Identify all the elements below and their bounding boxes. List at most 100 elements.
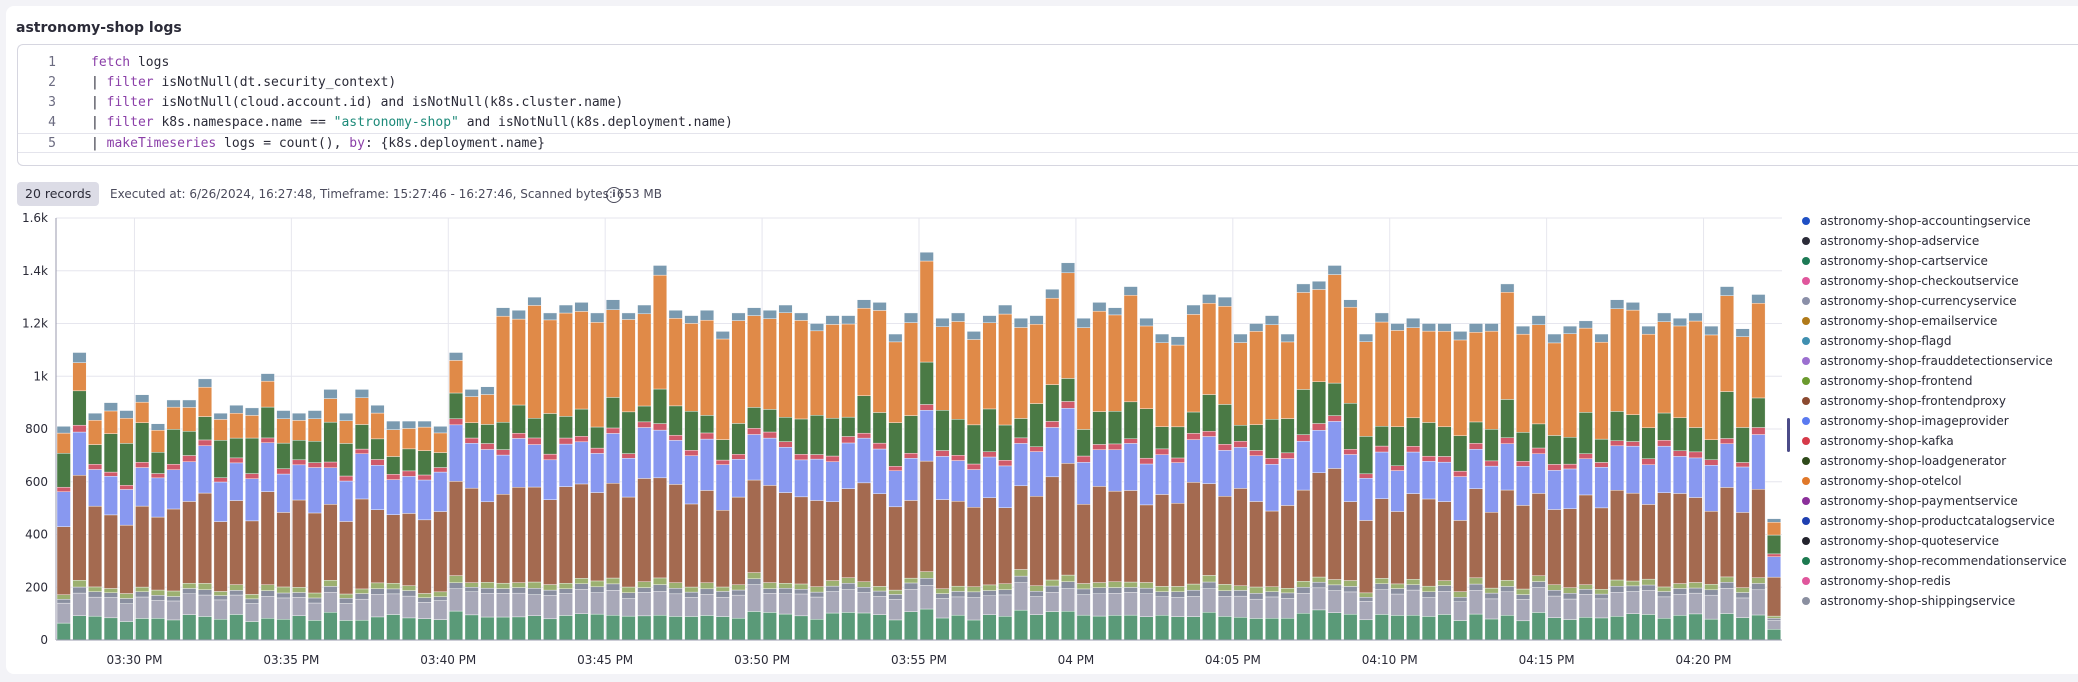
stacked-bar-chart[interactable]: 0 200 400 600 800 1k 1.2k 1.4k 1.6k 03:30 PM 03:35… bbox=[0, 210, 1790, 670]
bar-stack[interactable] bbox=[150, 423, 165, 641]
legend-item[interactable]: astronomy-shop-emailservice bbox=[1802, 311, 2072, 331]
legend-item[interactable]: astronomy-shop-currencyservice bbox=[1802, 291, 2072, 311]
bar-stack[interactable] bbox=[1468, 323, 1483, 641]
bar-stack[interactable] bbox=[1139, 318, 1154, 641]
bar-stack[interactable] bbox=[1704, 325, 1719, 641]
bar-stack[interactable] bbox=[354, 389, 369, 641]
legend-item[interactable]: astronomy-shop-recommendationservice bbox=[1802, 551, 2072, 571]
bar-stack[interactable] bbox=[1374, 312, 1389, 641]
bar-stack[interactable] bbox=[1735, 328, 1750, 641]
bar-stack[interactable] bbox=[872, 302, 887, 641]
bar-stack[interactable] bbox=[982, 315, 997, 641]
bar-stack[interactable] bbox=[213, 412, 228, 641]
query-line[interactable]: 5 | makeTimeseries logs = count(), by: {k… bbox=[18, 133, 2078, 153]
legend-item[interactable]: astronomy-shop-frontend bbox=[1802, 371, 2072, 391]
legend-item[interactable]: astronomy-shop-redis bbox=[1802, 571, 2072, 591]
bar-stack[interactable] bbox=[1233, 333, 1248, 641]
bar-stack[interactable] bbox=[88, 412, 103, 641]
bar-stack[interactable] bbox=[1610, 299, 1625, 641]
bar-stack[interactable] bbox=[292, 412, 307, 641]
bar-stack[interactable] bbox=[1249, 323, 1264, 641]
legend-scroll-handle[interactable] bbox=[1787, 418, 1790, 452]
bar-stack[interactable] bbox=[684, 315, 699, 641]
bar-stack[interactable] bbox=[1625, 302, 1640, 641]
bar-stack[interactable] bbox=[904, 312, 918, 641]
bar-stack[interactable] bbox=[1312, 281, 1326, 641]
bar-stack[interactable] bbox=[1453, 331, 1468, 641]
bar-stack[interactable] bbox=[621, 312, 636, 641]
bar-stack[interactable] bbox=[888, 333, 903, 641]
bar-stack[interactable] bbox=[1155, 333, 1170, 641]
legend-item[interactable]: astronomy-shop-frontendproxy bbox=[1802, 391, 2072, 411]
bar-stack[interactable] bbox=[135, 394, 150, 641]
bar-stack[interactable] bbox=[527, 296, 542, 641]
bar-stack[interactable] bbox=[605, 299, 620, 641]
bar-stack[interactable] bbox=[1108, 307, 1122, 641]
bar-stack[interactable] bbox=[1092, 302, 1107, 641]
bar-stack[interactable] bbox=[998, 304, 1013, 641]
query-editor[interactable]: 1 fetch logs 2 | filter isNotNull(dt.securi… bbox=[17, 44, 2078, 166]
bar-stack[interactable] bbox=[245, 407, 259, 641]
legend-item[interactable]: astronomy-shop-checkoutservice bbox=[1802, 271, 2072, 291]
bar-stack[interactable] bbox=[1578, 320, 1593, 641]
bar-stack[interactable] bbox=[323, 389, 338, 641]
bar-stack[interactable] bbox=[511, 310, 526, 641]
bar-stack[interactable] bbox=[700, 310, 715, 641]
bar-stack[interactable] bbox=[762, 310, 777, 641]
bar-stack[interactable] bbox=[1657, 312, 1672, 641]
bar-stack[interactable] bbox=[731, 312, 746, 641]
legend-item[interactable]: astronomy-shop-otelcol bbox=[1802, 471, 2072, 491]
bar-stack[interactable] bbox=[496, 307, 511, 641]
bar-stack[interactable] bbox=[198, 378, 212, 641]
legend-item[interactable]: astronomy-shop-shippingservice bbox=[1802, 591, 2072, 611]
bar-stack[interactable] bbox=[1390, 323, 1405, 641]
bar-stack[interactable] bbox=[747, 307, 762, 641]
bar-stack[interactable] bbox=[1751, 294, 1766, 641]
query-line[interactable]: 1 fetch logs bbox=[18, 53, 2078, 73]
bar-stack[interactable] bbox=[1641, 325, 1656, 641]
bar-stack[interactable] bbox=[449, 352, 463, 641]
bar-stack[interactable] bbox=[1045, 289, 1060, 641]
bar-stack[interactable] bbox=[951, 312, 966, 641]
bar-stack[interactable] bbox=[1547, 333, 1562, 641]
bar-stack[interactable] bbox=[1327, 265, 1342, 641]
bar-stack[interactable] bbox=[1076, 318, 1091, 641]
bar-stack[interactable] bbox=[1406, 318, 1421, 641]
bar-stack[interactable] bbox=[72, 352, 87, 641]
bar-stack[interactable] bbox=[1421, 323, 1436, 641]
bar-stack[interactable] bbox=[307, 410, 322, 641]
bar-stack[interactable] bbox=[966, 331, 981, 641]
records-badge[interactable]: 20 records bbox=[17, 182, 100, 206]
bar-stack[interactable] bbox=[260, 373, 275, 641]
bar-stack[interactable] bbox=[841, 315, 856, 641]
legend-item[interactable]: astronomy-shop-productcatalogservice bbox=[1802, 511, 2072, 531]
bar-stack[interactable] bbox=[229, 405, 244, 641]
bar-stack[interactable] bbox=[543, 312, 558, 641]
bar-stack[interactable] bbox=[1029, 315, 1044, 641]
info-icon[interactable]: i bbox=[606, 187, 622, 203]
bar-stack[interactable] bbox=[402, 420, 416, 641]
query-line[interactable]: 3 | filter isNotNull(cloud.account.id) an… bbox=[18, 93, 2078, 113]
bar-stack[interactable] bbox=[1280, 333, 1295, 641]
legend-item[interactable]: astronomy-shop-frauddetectionservice bbox=[1802, 351, 2072, 371]
bar-stack[interactable] bbox=[1531, 315, 1546, 641]
legend-item[interactable]: astronomy-shop-paymentservice bbox=[1802, 491, 2072, 511]
query-line[interactable]: 4 | filter k8s.namespace.name == "astrono… bbox=[18, 113, 2078, 133]
bar-stack[interactable] bbox=[1296, 283, 1311, 641]
bar-stack[interactable] bbox=[370, 405, 385, 641]
bar-stack[interactable] bbox=[794, 312, 809, 641]
bar-stack[interactable] bbox=[653, 265, 667, 641]
bar-stack[interactable] bbox=[919, 252, 934, 641]
bar-stack[interactable] bbox=[668, 310, 683, 641]
bar-stack[interactable] bbox=[1767, 518, 1781, 641]
bar-stack[interactable] bbox=[276, 410, 291, 641]
bar-stack[interactable] bbox=[1720, 286, 1734, 641]
bar-stack[interactable] bbox=[1563, 325, 1578, 641]
bar-stack[interactable] bbox=[56, 426, 71, 641]
bar-stack[interactable] bbox=[574, 302, 589, 641]
bar-stack[interactable] bbox=[1688, 312, 1703, 641]
bar-stack[interactable] bbox=[778, 304, 793, 641]
legend-item[interactable]: astronomy-shop-loadgenerator bbox=[1802, 451, 2072, 471]
bar-stack[interactable] bbox=[103, 402, 118, 641]
bar-stack[interactable] bbox=[1516, 325, 1530, 641]
